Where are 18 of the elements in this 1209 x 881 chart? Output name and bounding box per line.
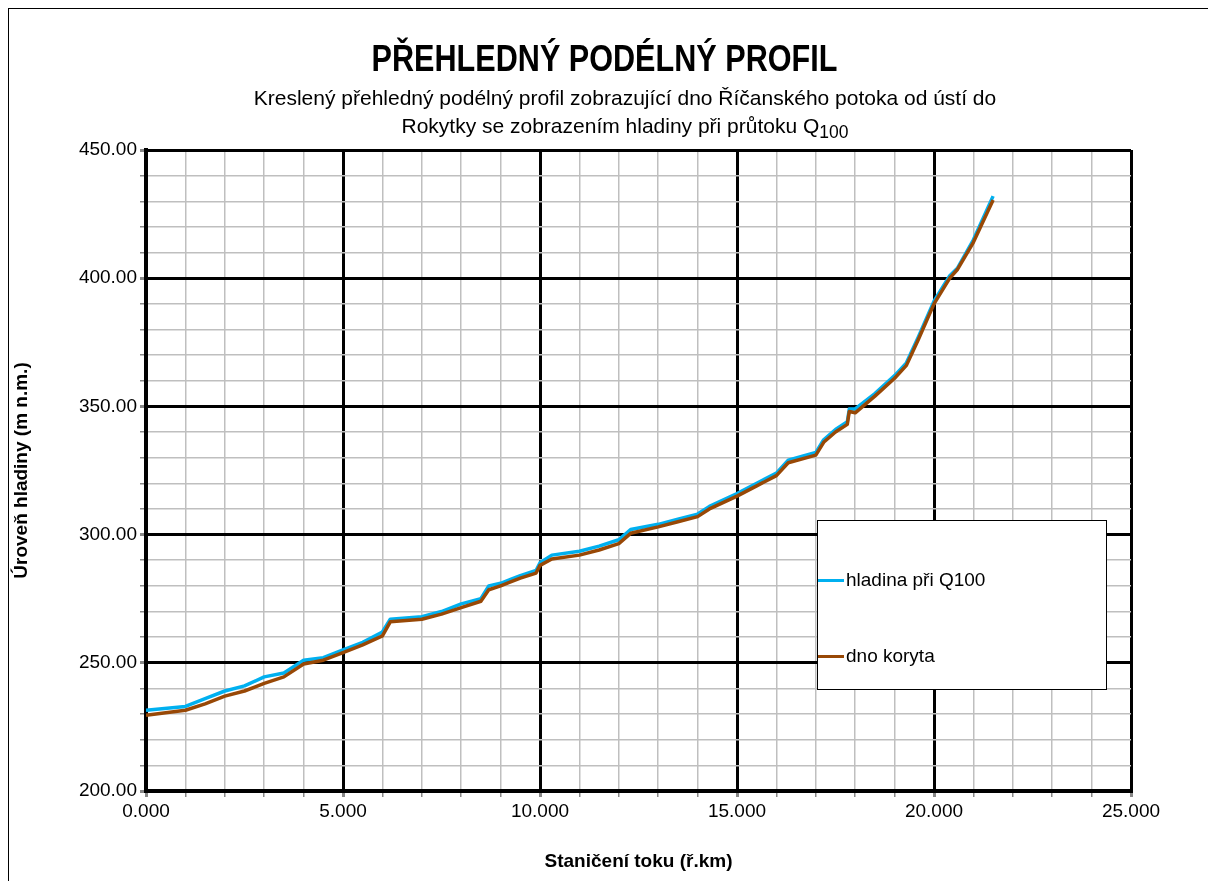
y-tick-label: 300.00	[78, 522, 137, 544]
chart-subtitle: Kreslený přehledný podélný profil zobrazující dno Říčanského potoka od ústí do Rokytky se zobrazením hladiny při průtoku Q$_{100}$	[252, 85, 998, 145]
x-tick-label: 5.000	[319, 799, 367, 821]
y-tick-label: 350.00	[78, 394, 137, 416]
x-tick-label: 10.000	[510, 799, 570, 821]
x-tick-label: 0.000	[122, 799, 170, 821]
y-axis-title: Úroveň hladiny (m n.m.)	[9, 362, 31, 579]
legend-label: dno koryta	[846, 645, 935, 667]
y-tick-label: 250.00	[78, 651, 137, 673]
x-axis-title: Staničení toku (ř.km)	[544, 849, 733, 871]
y-tick-label: 450.00	[78, 138, 137, 160]
legend-label: hladina při Q100	[846, 569, 986, 591]
x-tick-label: 20.000	[904, 799, 964, 821]
y-tick-label: 400.00	[78, 266, 137, 288]
x-tick-label: 15.000	[707, 799, 767, 821]
y-tick-label: 200.00	[78, 779, 137, 801]
x-tick-label: 25.000	[1101, 799, 1161, 821]
chart-title: PŘEHLEDNÝ PODÉLNÝ PROFIL	[370, 38, 839, 80]
